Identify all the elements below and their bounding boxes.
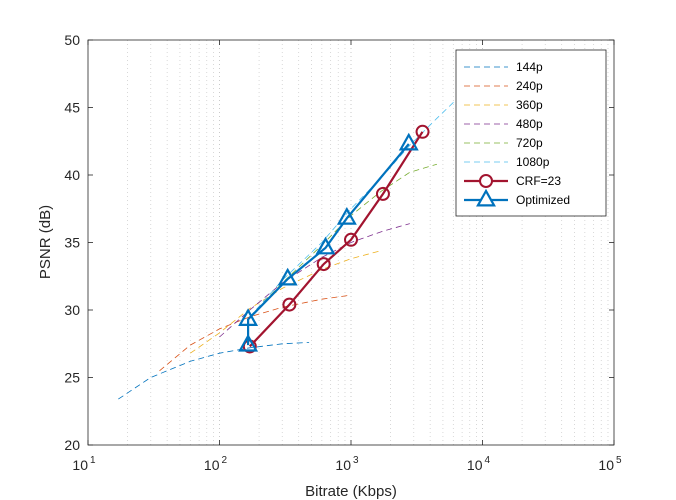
legend-label-1080p: 1080p: [516, 155, 550, 169]
data-point-optimized: [315, 236, 336, 255]
data-point-crf-23: [415, 124, 430, 139]
ticks: 20 25 30 35 40 45 50 10 1 10 2 10 3 10 4 10 5: [64, 32, 622, 473]
y-axis-title: PSNR (dB): [37, 205, 54, 279]
y-tick-label: 50: [64, 32, 80, 48]
x-tick-label: 10 4: [467, 455, 491, 473]
data-point-crf-23: [282, 297, 297, 312]
legend-label-144p: 144p: [516, 60, 543, 74]
series-line-360p: [190, 250, 382, 354]
data-point-crf-23: [375, 186, 390, 201]
legend-box: [455, 49, 607, 217]
series-line-480p: [219, 223, 410, 338]
legend-label-720p: 720p: [516, 136, 543, 150]
legend-label-240p: 240p: [516, 79, 543, 93]
x-axis-title: Bitrate (Kbps): [305, 483, 397, 500]
data-point-optimized: [336, 206, 357, 225]
y-tick-label: 45: [64, 100, 80, 116]
series-line-144p: [118, 342, 310, 400]
data-point-optimized: [398, 132, 419, 151]
series-line-240p: [159, 294, 352, 372]
y-tick-label: 35: [64, 235, 80, 251]
data-point-optimized: [238, 308, 259, 326]
y-tick-label: 20: [64, 437, 80, 453]
series-line-crf-23: [249, 131, 424, 348]
data-point-optimized: [238, 333, 259, 352]
data-point-optimized: [277, 267, 298, 286]
legend-marker-crf-23: [479, 174, 493, 188]
legend-label-crf-23: CRF=23: [516, 174, 561, 188]
y-tick-label: 40: [64, 167, 80, 183]
x-tick-label: 10 5: [598, 455, 622, 473]
y-tick-label: 25: [64, 370, 80, 386]
series-layer: [118, 93, 463, 400]
y-tick-label: 30: [64, 302, 80, 318]
series-line-720p: [249, 163, 438, 318]
series-line-optimized: [247, 143, 410, 346]
legend-marker-optimized: [476, 188, 496, 207]
x-tick-label: 10 2: [204, 455, 228, 473]
legend-label-480p: 480p: [516, 117, 543, 131]
legend: 144p 240p 360p 480p 720p 1080p CRF=23 Optimized: [455, 49, 607, 217]
legend-label-optimized: Optimized: [516, 193, 570, 207]
legend-label-360p: 360p: [516, 98, 543, 112]
x-tick-label: 10 3: [335, 455, 359, 473]
data-point-crf-23: [344, 232, 358, 247]
data-point-crf-23: [316, 257, 331, 272]
x-tick-label: 10 1: [72, 455, 96, 473]
